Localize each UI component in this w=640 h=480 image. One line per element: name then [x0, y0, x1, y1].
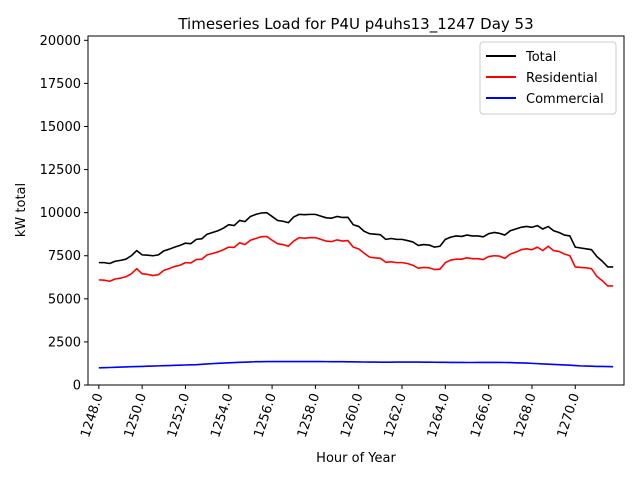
x-axis-label: Hour of Year: [316, 451, 396, 466]
y-tick-label: 15000: [40, 120, 81, 135]
y-tick-label: 5000: [48, 292, 81, 307]
y-axis-ticks: 0 2500 5000 7500 10000 12500 15000 17500 20000: [40, 34, 88, 394]
legend-label-total: Total: [525, 50, 556, 65]
y-tick-label: 10000: [40, 206, 81, 221]
plot-frame: [87, 35, 625, 386]
series-layer: [98, 211, 614, 369]
series-line-total: [98, 211, 614, 268]
y-tick-label: 2500: [48, 335, 81, 350]
y-tick-label: 17500: [40, 77, 81, 92]
legend-label-residential: Residential: [526, 71, 598, 86]
series-line-residential: [98, 235, 614, 287]
series-line-commercial: [98, 360, 614, 369]
y-tick-label: 0: [73, 379, 81, 394]
legend-label-commercial: Commercial: [526, 92, 604, 107]
y-tick-label: 7500: [48, 249, 81, 264]
legend: Total Residential Commercial: [479, 41, 617, 115]
y-tick-label: 12500: [40, 163, 81, 178]
legend-box: [479, 41, 617, 115]
chart-title: Timeseries Load for P4U p4uhs13_1247 Day…: [177, 15, 533, 34]
y-axis-label: kW total: [14, 183, 29, 237]
y-tick-label: 20000: [40, 34, 81, 49]
